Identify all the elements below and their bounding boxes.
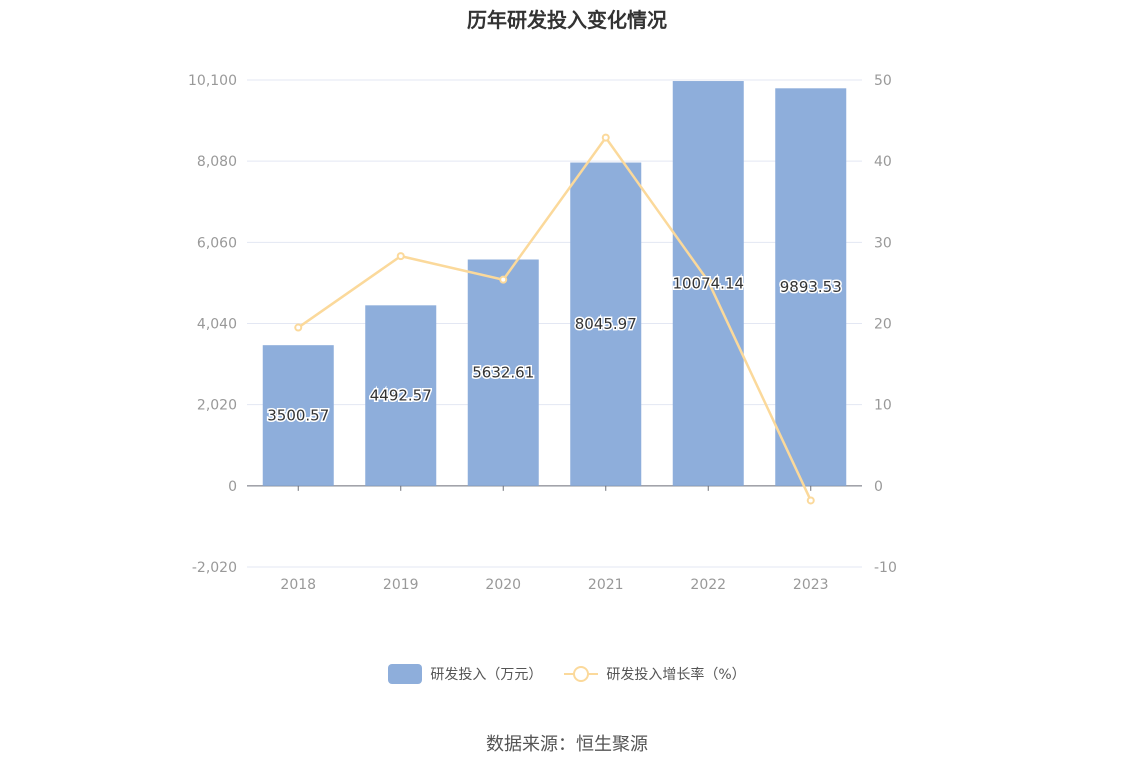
- y-left-tick-label: 0: [228, 479, 237, 495]
- x-tick-label: 2018: [280, 577, 316, 593]
- legend-label-line: 研发投入增长率（%）: [606, 667, 746, 683]
- y-right-tick-label: 40: [874, 154, 892, 170]
- chart-title: 历年研发投入变化情况: [467, 8, 667, 32]
- y-left-tick-label: 6,060: [197, 235, 237, 251]
- x-tick-label: 2022: [690, 577, 726, 593]
- y-right-tick-label: 10: [874, 398, 892, 414]
- growth-rate-point: [704, 277, 713, 286]
- bar: [365, 305, 437, 486]
- growth-rate-point: [294, 323, 303, 332]
- source-note: 数据来源：恒生聚源: [486, 734, 648, 755]
- y-right-tick-label: 50: [874, 73, 892, 89]
- bar: [262, 345, 334, 486]
- legend-item-line[interactable]: 研发投入增长率（%）: [564, 664, 746, 684]
- growth-rate-point: [601, 133, 610, 142]
- bar: [467, 259, 539, 486]
- bar-data-label: 5632.61: [472, 364, 534, 382]
- y-left-tick-label: -2,020: [192, 560, 237, 576]
- chart-legend: 研发投入（万元） 研发投入增长率（%）: [0, 664, 1134, 684]
- y-left-tick-label: 4,040: [197, 317, 237, 333]
- bar-data-label: 9893.53: [780, 278, 842, 296]
- y-right-tick-label: 20: [874, 317, 892, 333]
- bar: [775, 88, 847, 486]
- x-tick-label: 2021: [588, 577, 624, 593]
- growth-rate-line: [297, 135, 812, 501]
- legend-label-bar: 研发投入（万元）: [430, 667, 543, 683]
- legend-item-bar[interactable]: 研发投入（万元）: [388, 664, 542, 684]
- growth-rate-point: [806, 496, 815, 505]
- y-right-tick-label: 0: [874, 479, 883, 495]
- legend-line-swatch: [564, 664, 599, 684]
- x-tick-label: 2020: [485, 577, 521, 593]
- growth-rate-point: [499, 275, 508, 284]
- x-tick-label: 2019: [383, 577, 419, 593]
- bar-data-label: 8045.97: [575, 315, 637, 333]
- bar-data-label: 3500.57: [267, 407, 329, 425]
- growth-rate-point: [396, 252, 405, 261]
- y-right-tick-label: -10: [874, 560, 897, 576]
- x-tick-label: 2023: [793, 577, 829, 593]
- legend-bar-swatch: [388, 664, 423, 684]
- y-left-tick-label: 8,080: [197, 154, 237, 170]
- bar-data-label: 10074.14: [672, 274, 744, 292]
- bar-data-label: 4492.57: [370, 387, 432, 405]
- y-left-tick-label: 10,100: [188, 73, 237, 89]
- bar: [570, 162, 642, 486]
- y-left-tick-label: 2,020: [197, 398, 237, 414]
- y-right-tick-label: 30: [874, 235, 892, 251]
